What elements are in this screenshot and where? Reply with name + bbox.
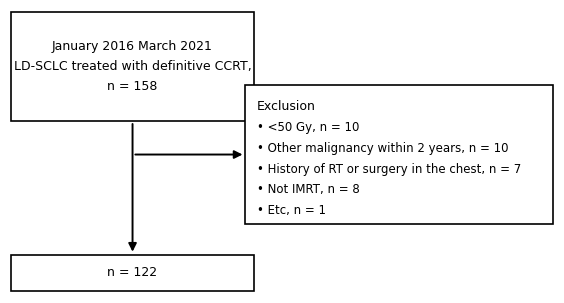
Text: • History of RT or surgery in the chest, n = 7: • History of RT or surgery in the chest,… <box>257 163 521 175</box>
Text: • Not IMRT, n = 8: • Not IMRT, n = 8 <box>257 183 359 196</box>
FancyBboxPatch shape <box>245 85 553 224</box>
Text: • Etc, n = 1: • Etc, n = 1 <box>257 204 325 217</box>
FancyBboxPatch shape <box>11 12 254 121</box>
FancyBboxPatch shape <box>11 255 254 291</box>
Text: n = 122: n = 122 <box>108 266 157 279</box>
Text: January 2016 March 2021
LD-SCLC treated with definitive CCRT,
n = 158: January 2016 March 2021 LD-SCLC treated … <box>14 40 252 93</box>
Text: • <50 Gy, n = 10: • <50 Gy, n = 10 <box>257 122 359 134</box>
Text: • Other malignancy within 2 years, n = 10: • Other malignancy within 2 years, n = 1… <box>257 142 508 155</box>
Text: Exclusion: Exclusion <box>257 100 315 112</box>
